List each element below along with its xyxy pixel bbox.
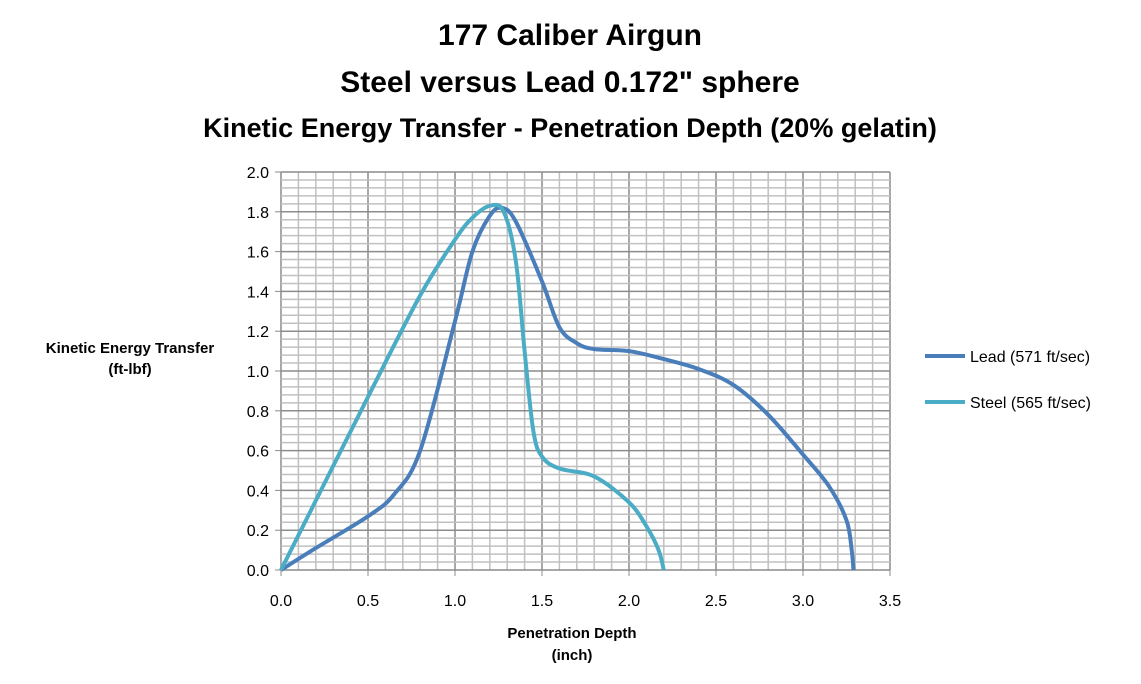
x-tick-label: 2.0 [618,593,640,610]
x-tick-label: 1.5 [531,593,553,610]
y-tick-label: 0.6 [247,444,269,461]
x-tick-label: 3.5 [879,593,901,610]
lead-series-line [279,205,856,572]
x-tick-label: 3.0 [792,593,814,610]
y-tick-label: 1.2 [247,324,269,341]
y-tick-label: 0.4 [247,483,269,500]
x-tick-label: 0.5 [357,593,379,610]
y-axis-label-1: Kinetic Energy Transfer [46,340,215,357]
y-tick-label: 1.8 [247,205,269,222]
chart-title-1: 177 Caliber Airgun [438,19,702,52]
y-tick-label: 2.0 [247,165,269,182]
lead-legend-label: Lead (571 ft/sec) [970,349,1090,366]
steel-series-line [279,202,666,571]
steel-legend-label: Steel (565 ft/sec) [970,395,1091,412]
y-tick-label: 1.0 [247,364,269,381]
y-tick-label: 0.0 [247,563,269,580]
x-tick-label: 2.5 [705,593,727,610]
x-tick-label: 0.0 [270,593,292,610]
y-tick-label: 0.2 [247,523,269,540]
y-tick-label: 0.8 [247,404,269,421]
x-axis-label-1: Penetration Depth [507,625,636,642]
y-tick-label: 1.6 [247,245,269,262]
chart-title-3: Kinetic Energy Transfer - Penetration De… [203,113,937,143]
y-axis-label-2: (ft-lbf) [108,361,151,378]
chart-title-2: Steel versus Lead 0.172" sphere [340,66,799,99]
x-tick-label: 1.0 [444,593,466,610]
y-tick-label: 1.4 [247,284,269,301]
x-axis-label-2: (inch) [552,647,593,664]
legend: Lead (571 ft/sec) Steel (565 ft/sec) [925,349,1091,412]
